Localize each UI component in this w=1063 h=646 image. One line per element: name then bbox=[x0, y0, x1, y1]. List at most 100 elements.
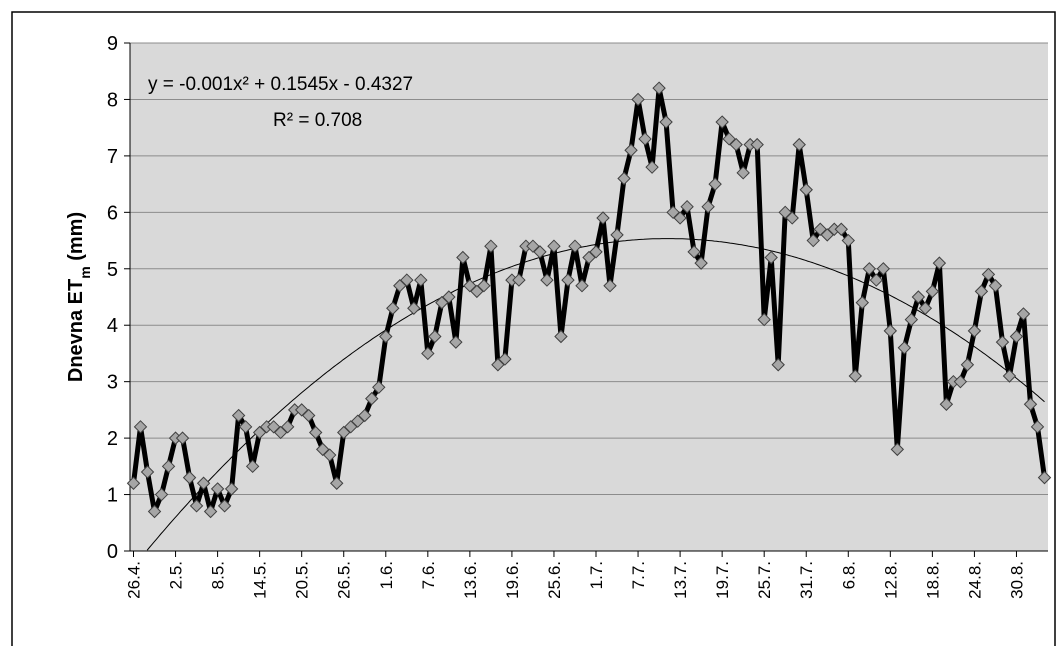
x-tick-label: 2.5. bbox=[167, 561, 186, 589]
data-marker bbox=[988, 279, 1003, 293]
data-marker bbox=[687, 245, 701, 259]
data-marker bbox=[750, 137, 764, 152]
data-marker bbox=[834, 222, 848, 236]
x-tick-label: 12.8. bbox=[881, 561, 900, 599]
data-marker bbox=[238, 420, 253, 434]
data-marker bbox=[617, 171, 631, 186]
data-marker bbox=[841, 233, 855, 248]
data-marker bbox=[813, 222, 827, 236]
data-marker bbox=[806, 233, 820, 248]
data-marker bbox=[869, 273, 884, 287]
data-marker bbox=[498, 352, 512, 366]
data-marker bbox=[680, 199, 694, 214]
data-marker bbox=[589, 245, 603, 259]
data-marker bbox=[330, 476, 344, 490]
data-marker bbox=[981, 267, 996, 282]
data-marker bbox=[154, 487, 169, 502]
y-tick-label: 9 bbox=[107, 33, 118, 55]
data-marker bbox=[386, 301, 400, 315]
y-tick-label: 8 bbox=[107, 89, 118, 111]
data-marker bbox=[210, 482, 225, 496]
data-marker bbox=[666, 205, 680, 220]
data-marker bbox=[932, 256, 947, 270]
data-marker bbox=[280, 420, 295, 434]
x-tick-label: 20.5. bbox=[293, 561, 312, 599]
data-marker bbox=[126, 476, 141, 490]
data-marker bbox=[722, 132, 736, 146]
y-tick-label: 2 bbox=[107, 428, 118, 450]
y-tick-label: 7 bbox=[107, 146, 118, 168]
data-marker bbox=[540, 273, 554, 287]
data-marker bbox=[365, 391, 379, 406]
x-tick-label: 19.7. bbox=[713, 561, 732, 599]
trend-equation: y = -0.001x² + 0.1545x - 0.4327 bbox=[148, 74, 413, 95]
data-marker bbox=[301, 408, 316, 423]
y-axis-label: Dnevna ETm (mm) bbox=[65, 212, 93, 382]
data-marker bbox=[554, 329, 568, 344]
x-tick-label: 31.7. bbox=[797, 561, 816, 599]
data-marker bbox=[736, 166, 750, 180]
data-marker bbox=[161, 459, 176, 474]
data-marker bbox=[603, 279, 617, 293]
data-marker bbox=[575, 279, 589, 293]
data-marker bbox=[610, 228, 624, 242]
data-marker bbox=[953, 374, 968, 389]
data-marker bbox=[729, 137, 743, 152]
x-tick-label: 8.5. bbox=[209, 561, 228, 589]
data-marker bbox=[694, 256, 708, 270]
data-marker bbox=[568, 239, 582, 253]
data-marker bbox=[456, 250, 470, 265]
y-tick-label: 1 bbox=[107, 485, 118, 507]
data-marker bbox=[561, 273, 575, 287]
data-marker bbox=[925, 284, 940, 299]
x-tick-label: 25.6. bbox=[545, 561, 564, 599]
data-marker bbox=[771, 358, 785, 372]
data-marker bbox=[645, 160, 659, 174]
x-tick-label: 6.8. bbox=[839, 561, 858, 589]
data-marker bbox=[883, 324, 898, 338]
data-marker bbox=[308, 425, 323, 440]
data-marker bbox=[400, 273, 414, 287]
data-marker bbox=[624, 143, 638, 157]
data-marker bbox=[792, 137, 806, 152]
data-marker bbox=[673, 211, 687, 225]
data-marker bbox=[1002, 369, 1017, 383]
data-marker bbox=[652, 81, 666, 95]
data-marker bbox=[182, 470, 197, 485]
x-tick-label: 14.5. bbox=[251, 561, 270, 599]
data-marker bbox=[785, 211, 799, 225]
x-tick-label: 26.5. bbox=[335, 561, 354, 599]
x-tick-label: 1.7. bbox=[587, 561, 606, 589]
x-tick-label: 7.6. bbox=[419, 561, 438, 589]
data-marker bbox=[358, 408, 372, 423]
x-tick-label: 18.8. bbox=[923, 561, 942, 599]
data-marker bbox=[890, 442, 905, 457]
x-tick-label: 13.7. bbox=[671, 561, 690, 599]
plot-area bbox=[130, 43, 1048, 551]
data-marker bbox=[631, 92, 645, 107]
data-marker bbox=[960, 358, 975, 372]
data-marker bbox=[995, 335, 1010, 349]
data-marker bbox=[533, 245, 547, 259]
data-marker bbox=[323, 448, 337, 462]
data-marker bbox=[449, 335, 463, 349]
data-marker bbox=[147, 504, 162, 519]
data-marker bbox=[638, 132, 652, 146]
data-marker bbox=[967, 324, 982, 338]
data-marker bbox=[757, 312, 771, 327]
data-marker bbox=[428, 329, 442, 344]
data-marker bbox=[133, 420, 148, 434]
data-marker bbox=[379, 329, 393, 344]
y-tick-label: 5 bbox=[107, 259, 118, 281]
data-marker bbox=[1009, 329, 1024, 344]
data-marker bbox=[862, 262, 877, 276]
data-marker bbox=[848, 369, 862, 383]
data-marker bbox=[484, 239, 498, 253]
data-marker bbox=[701, 199, 715, 214]
data-marker bbox=[911, 290, 926, 304]
data-marker bbox=[596, 211, 610, 225]
y-tick-label: 6 bbox=[107, 202, 118, 224]
data-marker bbox=[526, 239, 540, 253]
data-marker bbox=[294, 403, 309, 417]
